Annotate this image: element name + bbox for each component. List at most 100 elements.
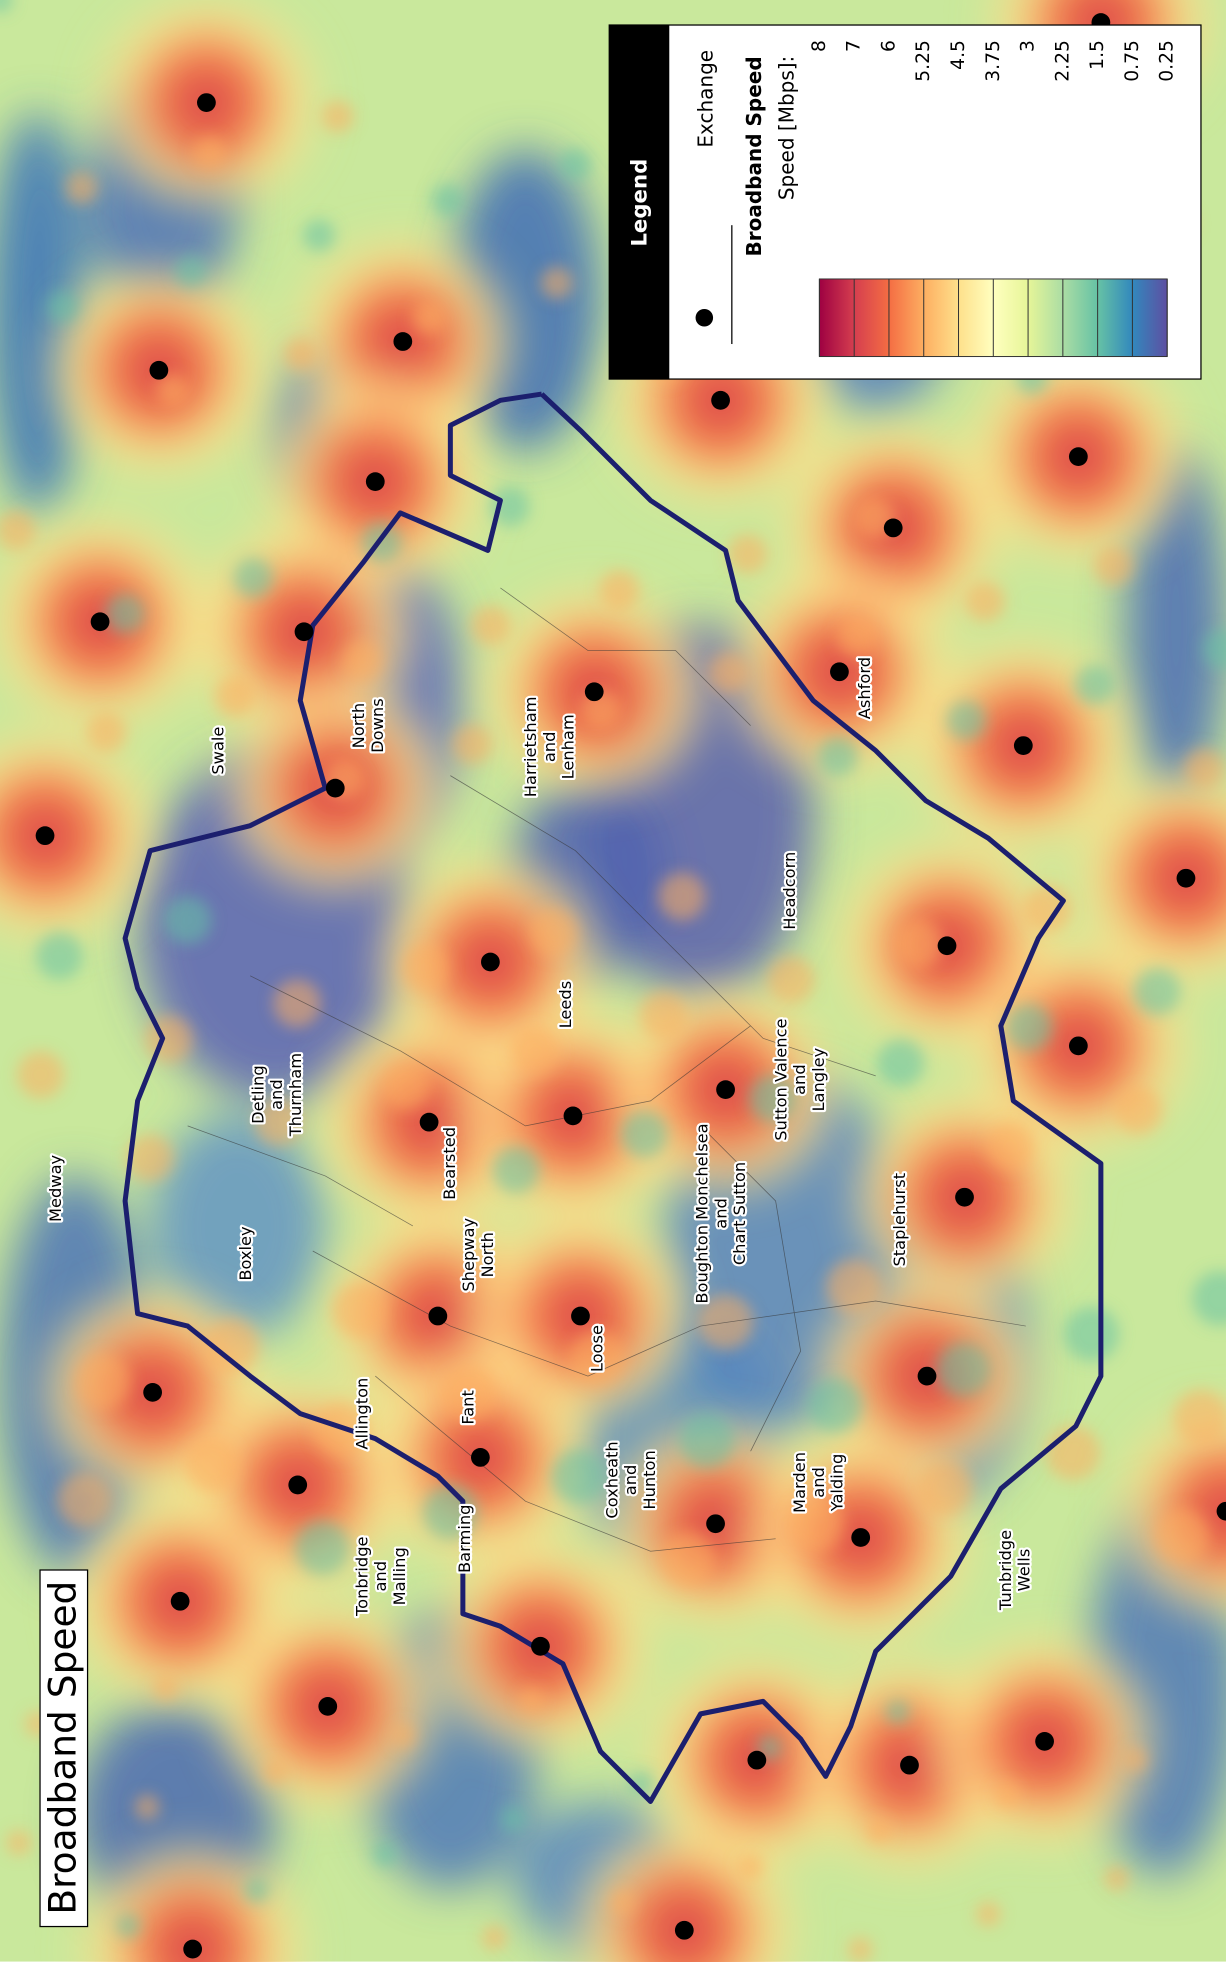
ramp-label: 3.75 bbox=[983, 40, 1004, 82]
place-label: Tonbridge bbox=[352, 1536, 371, 1617]
place-label: Coxheath bbox=[602, 1441, 621, 1518]
speckle-dot bbox=[767, 956, 815, 1004]
page: SwaleNorthDownsHarrietshamandLenhamAshfo… bbox=[0, 0, 1226, 1962]
place-label: Sutton Valence bbox=[771, 1018, 790, 1140]
exchange bbox=[711, 391, 730, 410]
exchange bbox=[36, 826, 55, 845]
ramp-label: 6 bbox=[878, 40, 899, 52]
map-frame: SwaleNorthDownsHarrietshamandLenhamAshfo… bbox=[0, 0, 1226, 1962]
place-label: and bbox=[711, 1198, 730, 1229]
ramp-label: 8 bbox=[809, 40, 830, 52]
speckle-dot bbox=[986, 1122, 1034, 1170]
speckle-dot bbox=[936, 1342, 991, 1397]
legend-layer: Broadband Speed bbox=[742, 56, 766, 256]
exchange bbox=[326, 779, 345, 798]
place-label: Allington bbox=[352, 1378, 371, 1450]
place-label: Leeds bbox=[556, 981, 575, 1029]
exchange bbox=[471, 1448, 490, 1467]
exchange bbox=[675, 1921, 694, 1940]
place-label: Marden bbox=[790, 1452, 809, 1513]
exchange bbox=[393, 332, 412, 351]
speckle-dot bbox=[500, 1806, 525, 1831]
place-label: Shepway bbox=[459, 1217, 478, 1291]
speckle-dot bbox=[709, 653, 749, 693]
ramp-label: 3 bbox=[1018, 40, 1039, 52]
place-label: Staplehurst bbox=[890, 1173, 909, 1267]
speckle-dot bbox=[826, 1259, 881, 1314]
speckle-dot bbox=[471, 605, 511, 645]
speckle-dot bbox=[639, 992, 687, 1040]
speckle-dot bbox=[818, 736, 858, 776]
speckle-dot bbox=[215, 677, 255, 717]
speckle-dot bbox=[492, 1146, 540, 1194]
speckle-dot bbox=[946, 700, 986, 740]
speckle-dot bbox=[233, 558, 273, 598]
speckle-dot bbox=[885, 1699, 910, 1724]
map-title: Broadband Speed bbox=[41, 1581, 85, 1915]
place-label: and bbox=[621, 1465, 640, 1496]
speckle-dot bbox=[1184, 748, 1224, 788]
exchange bbox=[531, 1637, 550, 1656]
place-label: Langley bbox=[809, 1047, 828, 1111]
exchange bbox=[830, 662, 849, 681]
place-label: Boughton Monchelsea bbox=[693, 1123, 712, 1303]
exchange bbox=[481, 953, 500, 972]
ramp-label: 4.5 bbox=[948, 40, 969, 70]
speckle-dot bbox=[372, 1842, 397, 1867]
exchange bbox=[564, 1107, 583, 1126]
speckle-dot bbox=[6, 1830, 31, 1855]
exchange bbox=[171, 1592, 190, 1611]
place-label: and bbox=[540, 732, 559, 763]
speckle-dot bbox=[332, 1283, 387, 1338]
ramp-label: 0.25 bbox=[1157, 40, 1178, 82]
speckle-dot bbox=[727, 534, 767, 574]
exchange bbox=[91, 612, 110, 631]
legend-exchange-label: Exchange bbox=[693, 50, 717, 148]
speckle-dot bbox=[263, 1759, 288, 1784]
place-label: Yalding bbox=[828, 1454, 847, 1513]
place-label: and bbox=[267, 1079, 286, 1110]
speckle-dot bbox=[17, 1051, 65, 1099]
exchange bbox=[1177, 869, 1196, 888]
ramp-label: 1.5 bbox=[1087, 40, 1108, 70]
map: SwaleNorthDownsHarrietshamandLenhamAshfo… bbox=[0, 0, 1226, 1962]
speckle-dot bbox=[551, 1449, 606, 1504]
exchange bbox=[288, 1476, 307, 1495]
speckle-dot bbox=[1173, 1390, 1226, 1445]
speckle-dot bbox=[185, 1437, 240, 1492]
speckle-dot bbox=[1093, 546, 1133, 586]
speckle-dot bbox=[391, 1723, 416, 1748]
speckle-dot bbox=[511, 1027, 559, 1075]
speckle-dot bbox=[412, 302, 445, 335]
speckle-dot bbox=[343, 641, 383, 681]
exchange bbox=[183, 1940, 202, 1959]
speckle-dot bbox=[295, 1520, 350, 1575]
speckle-dot bbox=[1075, 665, 1115, 705]
place-label: and bbox=[371, 1561, 390, 1592]
exchange bbox=[918, 1367, 937, 1386]
place-label: Headcorn bbox=[780, 852, 799, 930]
place-label: Bearsted bbox=[440, 1127, 459, 1200]
speckle-dot bbox=[164, 896, 212, 944]
speckle-dot bbox=[837, 617, 877, 657]
exchange bbox=[1069, 447, 1088, 466]
speckle-dot bbox=[738, 1854, 763, 1879]
exchange bbox=[149, 361, 168, 380]
speckle-dot bbox=[284, 338, 317, 371]
speckle-dot bbox=[1133, 968, 1181, 1016]
speckle-dot bbox=[965, 582, 1005, 622]
exchange bbox=[900, 1756, 919, 1775]
speckle-dot bbox=[273, 980, 321, 1028]
speckle-dot bbox=[1045, 1425, 1100, 1480]
place-label: Thurnham bbox=[286, 1053, 305, 1137]
speckle-dot bbox=[559, 148, 592, 181]
speckle-dot bbox=[995, 1783, 1020, 1808]
speckle-dot bbox=[896, 920, 944, 968]
exchange bbox=[1069, 1036, 1088, 1055]
place-label: Ashford bbox=[855, 657, 874, 719]
place-label: Swale bbox=[208, 727, 227, 775]
speckle-dot bbox=[175, 255, 208, 288]
speckle-dot bbox=[848, 1937, 873, 1962]
speckle-dot bbox=[116, 1913, 141, 1938]
ramp-label: 7 bbox=[844, 40, 865, 52]
